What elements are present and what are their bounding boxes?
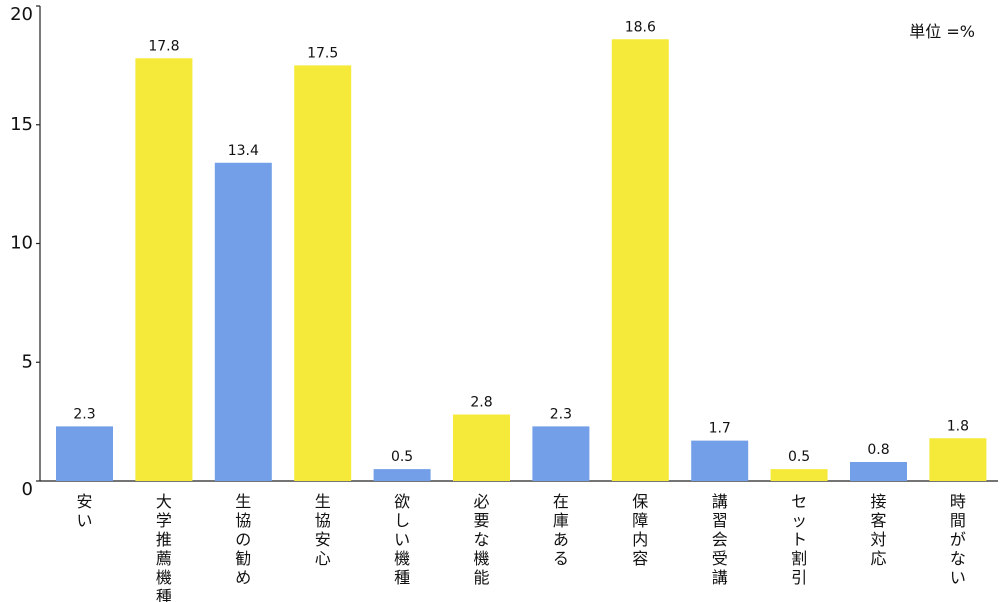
y-tick-label: 5 <box>22 351 33 372</box>
category-label: 生協の勧め <box>235 492 251 587</box>
y-tick-label: 15 <box>10 114 33 135</box>
bar <box>56 426 113 481</box>
bar <box>135 58 193 481</box>
bar <box>611 39 669 481</box>
category-label: 生協安心 <box>315 492 331 568</box>
data-label: 0.5 <box>391 449 413 465</box>
data-label: 1.8 <box>947 418 969 434</box>
bar <box>453 414 510 481</box>
y-tick-label: 10 <box>10 233 33 254</box>
bar <box>770 469 828 481</box>
data-label: 18.6 <box>625 19 656 35</box>
category-label: 接客対応 <box>870 492 886 568</box>
category-label: 講習会受講 <box>712 492 728 587</box>
bar <box>850 462 907 481</box>
data-label: 17.8 <box>148 38 179 54</box>
category-label: 必要な機能 <box>473 492 489 587</box>
bar <box>929 438 987 481</box>
data-label: 2.8 <box>470 395 492 411</box>
category-label: 欲しい機種 <box>394 492 410 587</box>
bar <box>294 65 352 481</box>
data-label: 0.5 <box>788 449 810 465</box>
y-tick-label: 20 <box>10 4 33 25</box>
bar <box>532 426 590 481</box>
bar <box>691 440 749 481</box>
category-label: 大学推薦機種 <box>156 492 172 602</box>
category-label: セット割引 <box>791 492 807 587</box>
data-label: 2.3 <box>73 406 95 422</box>
data-label: 0.8 <box>867 442 889 458</box>
y-tick-label: 0 <box>22 479 33 500</box>
data-label: 2.3 <box>550 406 572 422</box>
category-label: 在庫ある <box>553 492 569 568</box>
unit-note: 単位 =% <box>909 22 975 41</box>
bar <box>373 469 431 481</box>
bars <box>56 39 987 481</box>
bar <box>214 162 272 481</box>
category-label: 保障内容 <box>632 492 648 568</box>
category-label: 安い <box>76 492 92 530</box>
data-label: 13.4 <box>228 143 259 159</box>
data-label: 1.7 <box>709 421 731 437</box>
axes: 0 5 10 15 20 <box>10 4 998 500</box>
category-label: 時間がない <box>950 492 966 587</box>
labels: 2.3 安い 17.8 大学推薦機種 13.4 生協の勧め 17.5 生協安心 0.5 欲しい機種… <box>73 19 969 602</box>
data-label: 17.5 <box>307 45 338 61</box>
